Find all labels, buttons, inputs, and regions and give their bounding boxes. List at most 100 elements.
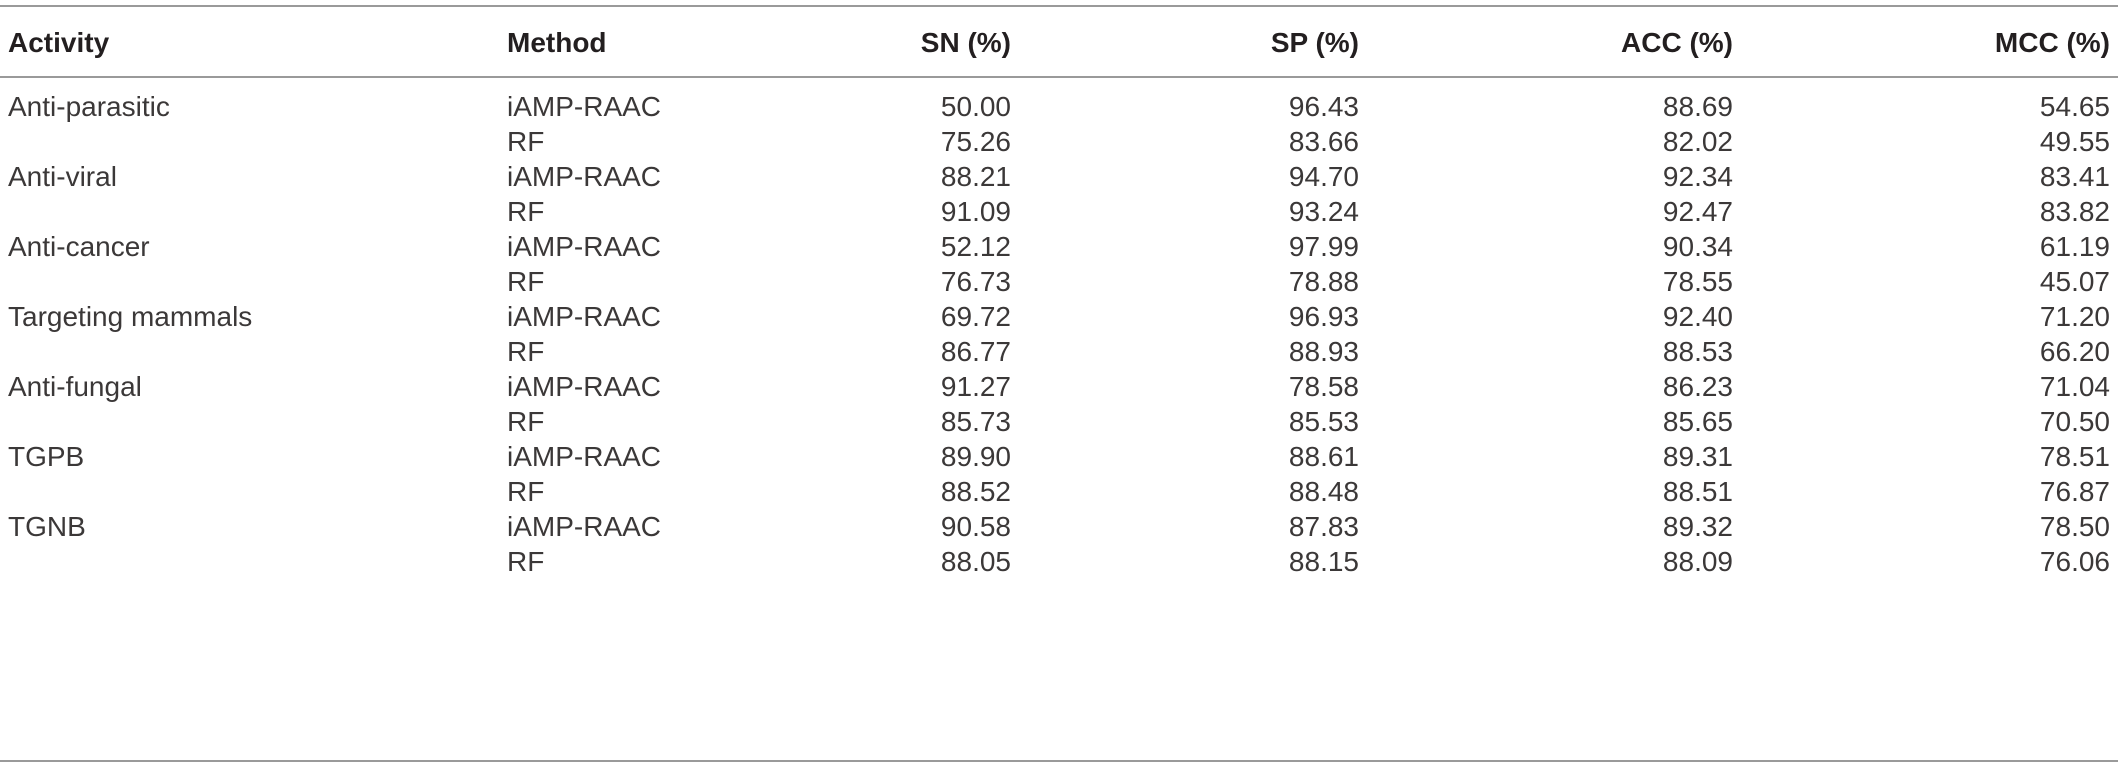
table-row: Anti-viral iAMP-RAAC 88.21 94.70 92.34 83.41 [0,153,2118,200]
cell-mcc: 49.55 [2039,126,2110,157]
cell-sn: 91.27 [940,371,1011,402]
cell-acc: 88.53 [1662,336,1733,367]
cell-activity: Targeting mammals [8,301,253,332]
cell-sn: 88.05 [940,546,1011,577]
cell-acc: 92.40 [1662,301,1733,332]
cell-sn: 88.21 [940,161,1011,192]
table-row: RF 86.77 88.93 88.53 66.20 [0,328,2118,375]
cell-method: RF [507,476,545,507]
header-activity: Activity [8,27,110,58]
cell-sn: 91.09 [940,196,1011,227]
cell-method: RF [507,406,545,437]
table-row: RF 76.73 78.88 78.55 45.07 [0,258,2118,305]
cell-sn: 85.73 [940,406,1011,437]
cell-mcc: 71.20 [2039,301,2110,332]
cell-activity: Anti-parasitic [8,91,170,122]
cell-mcc: 66.20 [2039,336,2110,367]
cell-sn: 69.72 [940,301,1011,332]
table-bottom-rule [0,760,2118,762]
cell-method: iAMP-RAAC [507,511,662,542]
table-row: TGPB iAMP-RAAC 89.90 88.61 89.31 78.51 [0,433,2118,480]
cell-method: iAMP-RAAC [507,371,662,402]
cell-sp: 88.15 [1288,546,1359,577]
table-row: Anti-fungal iAMP-RAAC 91.27 78.58 86.23 71.04 [0,363,2118,410]
cell-acc: 82.02 [1662,126,1733,157]
cell-mcc: 83.82 [2039,196,2110,227]
header-sn: SN (%) [920,27,1011,58]
cell-sn: 76.73 [940,266,1011,297]
cell-sp: 96.93 [1288,301,1359,332]
cell-mcc: 45.07 [2039,266,2110,297]
cell-method: iAMP-RAAC [507,91,662,122]
cell-sn: 90.58 [940,511,1011,542]
cell-sp: 93.24 [1288,196,1359,227]
header-sp: SP (%) [1270,27,1359,58]
cell-sn: 52.12 [940,231,1011,262]
cell-mcc: 78.50 [2039,511,2110,542]
cell-acc: 78.55 [1662,266,1733,297]
cell-method: iAMP-RAAC [507,441,662,472]
cell-mcc: 70.50 [2039,406,2110,437]
cell-sp: 87.83 [1288,511,1359,542]
table-row: Targeting mammals iAMP-RAAC 69.72 96.93 92.4… [0,293,2118,340]
cell-sn: 89.90 [940,441,1011,472]
cell-sn: 86.77 [940,336,1011,367]
header-acc: ACC (%) [1621,27,1733,58]
cell-mcc: 76.87 [2039,476,2110,507]
cell-mcc: 54.65 [2039,91,2110,122]
cell-acc: 86.23 [1662,371,1733,402]
cell-acc: 92.47 [1662,196,1733,227]
cell-method: iAMP-RAAC [507,161,662,192]
cell-method: RF [507,266,545,297]
table-row: Anti-cancer iAMP-RAAC 52.12 97.99 90.34 61.19 [0,223,2118,270]
cell-sp: 88.48 [1288,476,1359,507]
table-row: RF 91.09 93.24 92.47 83.82 [0,188,2118,235]
cell-sn: 50.00 [940,91,1011,122]
cell-method: RF [507,546,545,577]
cell-sp: 78.88 [1288,266,1359,297]
cell-mcc: 83.41 [2039,161,2110,192]
cell-acc: 92.34 [1662,161,1733,192]
cell-acc: 89.32 [1662,511,1733,542]
cell-sp: 85.53 [1288,406,1359,437]
cell-activity: TGPB [8,441,85,472]
cell-mcc: 71.04 [2039,371,2110,402]
cell-acc: 88.69 [1662,91,1733,122]
header-mcc: MCC (%) [1994,27,2110,58]
table-row: RF 75.26 83.66 82.02 49.55 [0,118,2118,165]
cell-method: iAMP-RAAC [507,301,662,332]
table-row: RF 88.52 88.48 88.51 76.87 [0,468,2118,515]
cell-activity: Anti-cancer [8,231,150,262]
cell-activity: TGNB [8,511,86,542]
cell-sp: 94.70 [1288,161,1359,192]
table-row: RF 88.05 88.15 88.09 76.06 [0,538,2118,585]
table-row: TGNB iAMP-RAAC 90.58 87.83 89.32 78.50 [0,503,2118,550]
cell-activity: Anti-fungal [8,371,142,402]
cell-sp: 97.99 [1288,231,1359,262]
cell-sp: 78.58 [1288,371,1359,402]
table-header-row: Activity Method SN (%) SP (%) ACC (%) MC… [0,18,2118,68]
cell-sn: 75.26 [940,126,1011,157]
cell-acc: 88.51 [1662,476,1733,507]
cell-method: RF [507,336,545,367]
cell-sp: 88.93 [1288,336,1359,367]
table-row: Anti-parasitic iAMP-RAAC 50.00 96.43 88.69 54… [0,83,2118,130]
cell-sn: 88.52 [940,476,1011,507]
cell-mcc: 76.06 [2039,546,2110,577]
cell-mcc: 78.51 [2039,441,2110,472]
cell-acc: 90.34 [1662,231,1733,262]
table-row: RF 85.73 85.53 85.65 70.50 [0,398,2118,445]
table-header-rule [0,76,2118,78]
header-method: Method [507,27,607,58]
cell-activity: Anti-viral [8,161,117,192]
cell-mcc: 61.19 [2039,231,2110,262]
cell-method: iAMP-RAAC [507,231,662,262]
cell-sp: 88.61 [1288,441,1359,472]
cell-sp: 96.43 [1288,91,1359,122]
cell-acc: 89.31 [1662,441,1733,472]
cell-method: RF [507,126,545,157]
cell-method: RF [507,196,545,227]
table-top-rule [0,5,2118,7]
cell-sp: 83.66 [1288,126,1359,157]
cell-acc: 85.65 [1662,406,1733,437]
